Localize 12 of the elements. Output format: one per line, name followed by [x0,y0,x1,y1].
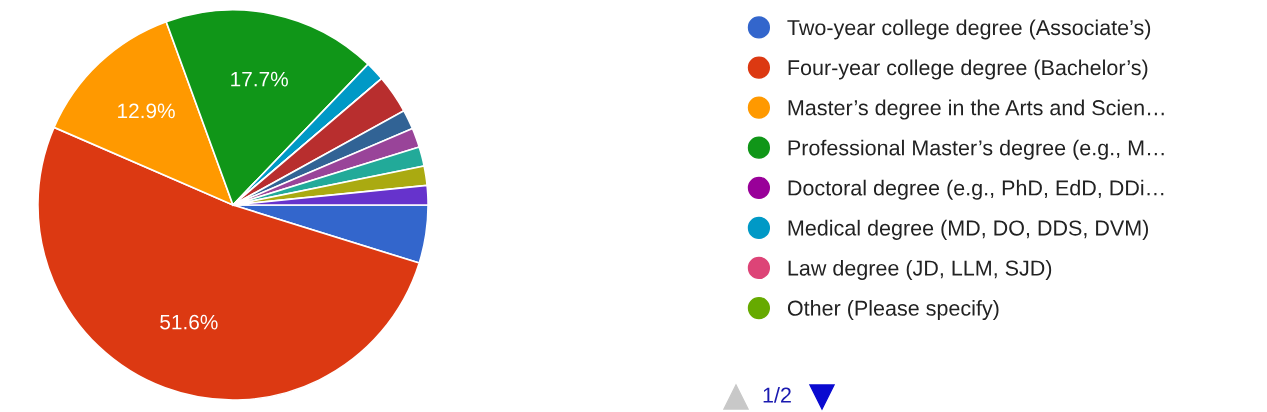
data-label: 51.6% [160,314,218,330]
data-label: 12.9% [118,103,175,119]
data-label: 17.7% [231,71,288,87]
legend-label: Medical degree (MD, DO, DDS, DVM) [788,219,1149,240]
legend-label: Four-year college degree (Bachelor’s) [788,59,1148,80]
legend-label: Law degree (JD, LLM, SJD) [788,259,1052,280]
legend-label: Professional Master’s degree (e.g., M… [788,139,1164,160]
legend-label: Other (Please specify) [787,300,999,321]
legend-label: Master’s degree in the Arts and Scien… [788,99,1164,120]
legend-label: Two-year college degree (Associate’s) [787,19,1151,40]
legend-label: Doctoral degree (e.g., PhD, EdD, DDi… [788,179,1164,200]
text: 1/2 [763,386,791,403]
